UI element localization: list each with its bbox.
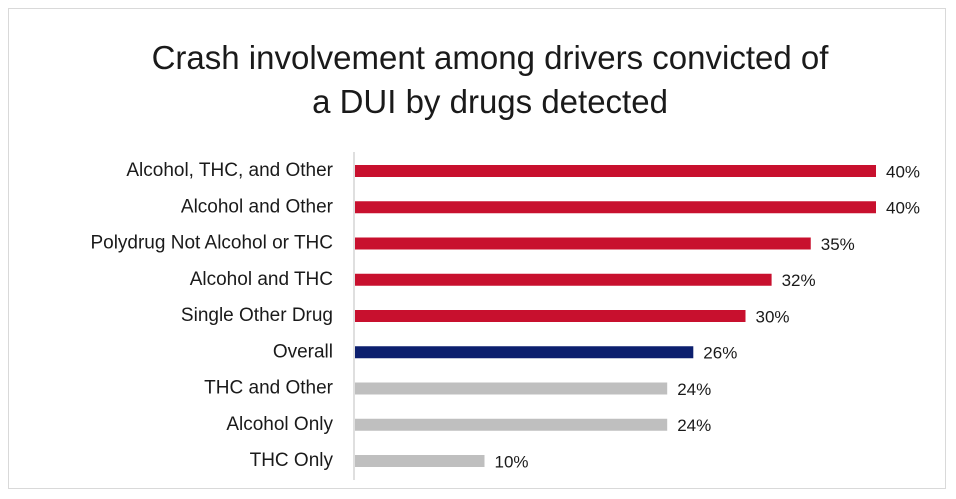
chart-title: Crash involvement among drivers convicte… (151, 39, 829, 120)
bar (355, 237, 811, 250)
category-label: Single Other Drug (181, 305, 333, 326)
category-label: Alcohol, THC, and Other (126, 160, 333, 181)
value-label: 30% (756, 307, 790, 326)
value-label: 24% (677, 380, 711, 399)
value-label: 40% (886, 162, 920, 181)
value-label: 26% (703, 344, 737, 363)
bar (355, 418, 668, 431)
category-label: THC Only (250, 450, 334, 471)
category-label: THC and Other (204, 378, 333, 399)
category-label: Overall (273, 341, 333, 362)
bar (355, 310, 746, 322)
chart-frame (8, 8, 946, 489)
bar (355, 382, 668, 395)
category-label: Alcohol and Other (181, 196, 334, 217)
bar (355, 165, 876, 177)
category-label: Polydrug Not Alcohol or THC (90, 233, 333, 254)
bar (355, 346, 694, 359)
category-label: Alcohol Only (226, 414, 333, 435)
category-label: Alcohol and THC (190, 269, 333, 290)
bar (355, 201, 876, 214)
value-label: 35% (821, 235, 855, 254)
bar (355, 273, 772, 286)
value-label: 10% (495, 452, 529, 471)
value-label: 32% (782, 271, 816, 290)
value-label: 24% (677, 416, 711, 435)
bar (355, 455, 485, 467)
value-label: 40% (886, 199, 920, 218)
